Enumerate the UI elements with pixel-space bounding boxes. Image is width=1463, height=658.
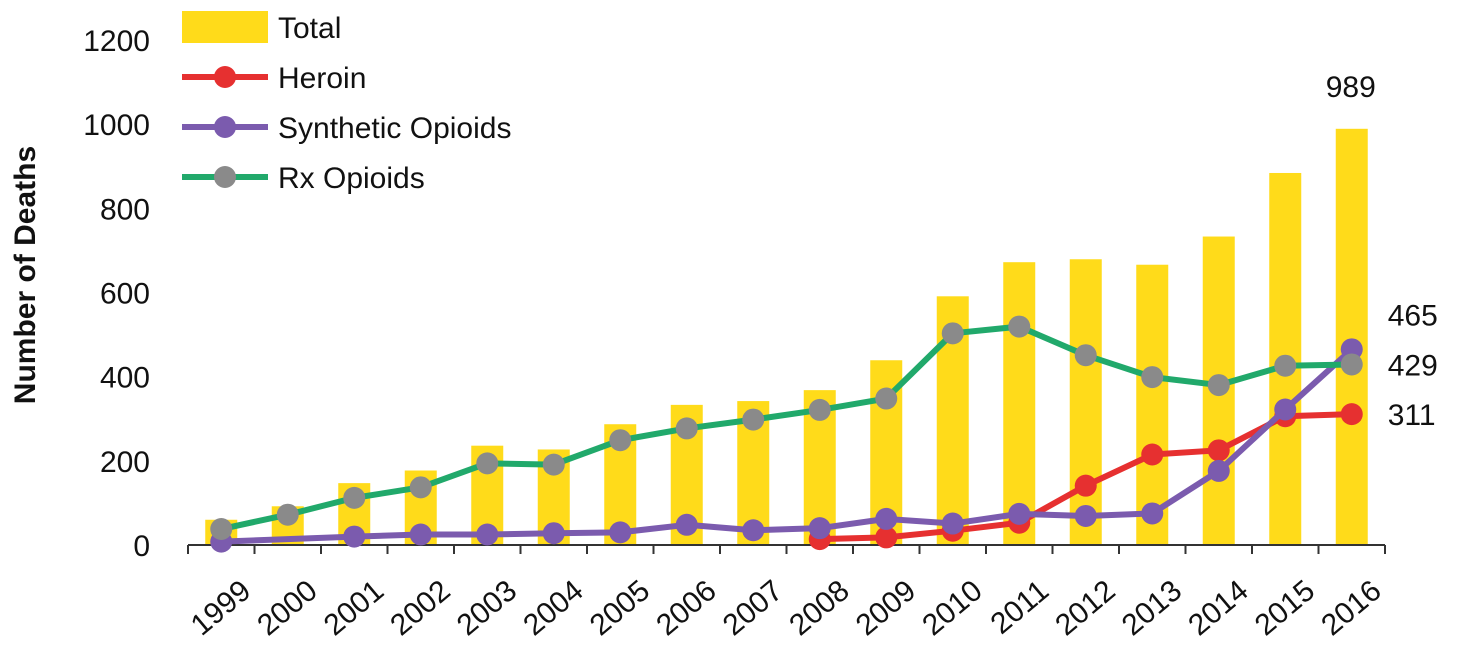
x-tick-label: 2011 bbox=[984, 574, 1055, 641]
data-labels: 989 465 429 311 bbox=[1326, 71, 1438, 432]
x-tick-label: 2000 bbox=[251, 574, 323, 642]
data-label-synthetic-opioids: 465 bbox=[1388, 299, 1438, 332]
data-label-total: 989 bbox=[1326, 71, 1376, 104]
point-rx-opioids-2010 bbox=[941, 322, 964, 345]
point-rx-opioids-2014 bbox=[1207, 374, 1230, 397]
x-tick-label: 2003 bbox=[451, 574, 523, 642]
x-tick-label: 2002 bbox=[384, 574, 456, 642]
legend-marker-rx-opioids bbox=[214, 166, 236, 188]
point-rx-opioids-2000 bbox=[276, 503, 299, 526]
point-heroin-2009 bbox=[875, 526, 898, 549]
x-tick-label: 2014 bbox=[1182, 574, 1254, 642]
x-tick-label: 2015 bbox=[1249, 574, 1321, 642]
point-synthetic-opioids-2011 bbox=[1008, 502, 1031, 525]
x-tick-label: 2012 bbox=[1049, 574, 1121, 642]
point-synthetic-opioids-2005 bbox=[609, 521, 632, 544]
line-series-synthetic-opioids bbox=[210, 338, 1363, 553]
point-rx-opioids-2016 bbox=[1340, 353, 1363, 376]
point-synthetic-opioids-2003 bbox=[476, 523, 499, 546]
y-tick-label: 400 bbox=[100, 362, 150, 395]
bar-total-2013 bbox=[1136, 264, 1169, 545]
legend-marker-synthetic-opioids bbox=[214, 116, 236, 138]
point-synthetic-opioids-2012 bbox=[1074, 504, 1097, 527]
y-tick-label: 800 bbox=[100, 193, 150, 226]
x-axis: 1999200020012002200320042005200620072008… bbox=[185, 545, 1388, 642]
point-rx-opioids-1999 bbox=[210, 518, 233, 541]
x-tick-label: 2004 bbox=[517, 574, 589, 642]
point-heroin-2012 bbox=[1074, 474, 1097, 497]
point-rx-opioids-2007 bbox=[742, 408, 765, 431]
bar-total-2016 bbox=[1335, 128, 1368, 545]
point-rx-opioids-2006 bbox=[675, 417, 698, 440]
data-label-rx-opioids: 429 bbox=[1388, 349, 1438, 382]
y-tick-label: 1000 bbox=[83, 109, 150, 142]
point-rx-opioids-2008 bbox=[808, 398, 831, 421]
bar-total-2011 bbox=[1003, 262, 1036, 545]
y-tick-label: 0 bbox=[133, 530, 150, 563]
point-rx-opioids-2012 bbox=[1074, 344, 1097, 367]
legend-label-total: Total bbox=[278, 12, 341, 45]
point-synthetic-opioids-2014 bbox=[1207, 459, 1230, 482]
point-synthetic-opioids-2008 bbox=[808, 517, 831, 540]
point-rx-opioids-2013 bbox=[1141, 366, 1164, 389]
point-synthetic-opioids-2010 bbox=[941, 512, 964, 535]
point-synthetic-opioids-2013 bbox=[1141, 502, 1164, 525]
point-synthetic-opioids-2006 bbox=[675, 513, 698, 536]
legend: Total Heroin Synthetic Opioids Rx Opioids bbox=[182, 11, 511, 195]
point-synthetic-opioids-2004 bbox=[542, 522, 565, 545]
data-label-heroin: 311 bbox=[1388, 399, 1436, 432]
x-tick-label: 2006 bbox=[650, 574, 722, 642]
x-tick-label: 2007 bbox=[717, 574, 789, 642]
x-tick-label: 2001 bbox=[318, 574, 390, 642]
point-synthetic-opioids-2009 bbox=[875, 507, 898, 530]
point-synthetic-opioids-2016 bbox=[1340, 338, 1363, 361]
y-tick-label: 1200 bbox=[83, 25, 150, 58]
point-rx-opioids-2002 bbox=[409, 476, 432, 499]
bar-total-2012 bbox=[1069, 259, 1102, 545]
legend-label-heroin: Heroin bbox=[278, 62, 366, 95]
x-tick-label: 2005 bbox=[584, 574, 656, 642]
line-series bbox=[210, 315, 1363, 553]
point-rx-opioids-2001 bbox=[343, 486, 366, 509]
point-rx-opioids-2011 bbox=[1008, 315, 1031, 338]
x-tick-label: 1999 bbox=[185, 574, 257, 642]
legend-label-synthetic-opioids: Synthetic Opioids bbox=[278, 112, 511, 145]
point-heroin-2016 bbox=[1340, 403, 1363, 426]
point-rx-opioids-2009 bbox=[875, 387, 898, 410]
point-rx-opioids-2004 bbox=[542, 453, 565, 476]
point-synthetic-opioids-2001 bbox=[343, 525, 366, 548]
line-series-rx-opioids bbox=[210, 315, 1363, 541]
y-axis: 0 200 400 600 800 1000 1200 bbox=[83, 25, 150, 563]
point-synthetic-opioids-2015 bbox=[1274, 398, 1297, 421]
y-tick-label: 200 bbox=[100, 446, 150, 479]
point-synthetic-opioids-2002 bbox=[409, 523, 432, 546]
y-axis-title: Number of Deaths bbox=[9, 146, 42, 404]
x-tick-label: 2013 bbox=[1116, 574, 1188, 642]
legend-label-rx-opioids: Rx Opioids bbox=[278, 162, 425, 195]
x-tick-label: 2009 bbox=[850, 574, 922, 642]
point-rx-opioids-2005 bbox=[609, 429, 632, 452]
point-heroin-2014 bbox=[1207, 439, 1230, 462]
line-rx-opioids bbox=[220, 323, 1352, 532]
point-synthetic-opioids-2007 bbox=[742, 519, 765, 542]
point-rx-opioids-2015 bbox=[1274, 354, 1297, 377]
x-tick-label: 2016 bbox=[1315, 574, 1387, 642]
legend-marker-heroin bbox=[214, 66, 236, 88]
point-rx-opioids-2003 bbox=[476, 452, 499, 475]
x-tick-label: 2008 bbox=[783, 574, 855, 642]
legend-swatch-total bbox=[182, 11, 268, 43]
point-heroin-2013 bbox=[1141, 443, 1164, 466]
x-tick-label: 2010 bbox=[916, 574, 988, 642]
y-tick-label: 600 bbox=[100, 278, 150, 311]
